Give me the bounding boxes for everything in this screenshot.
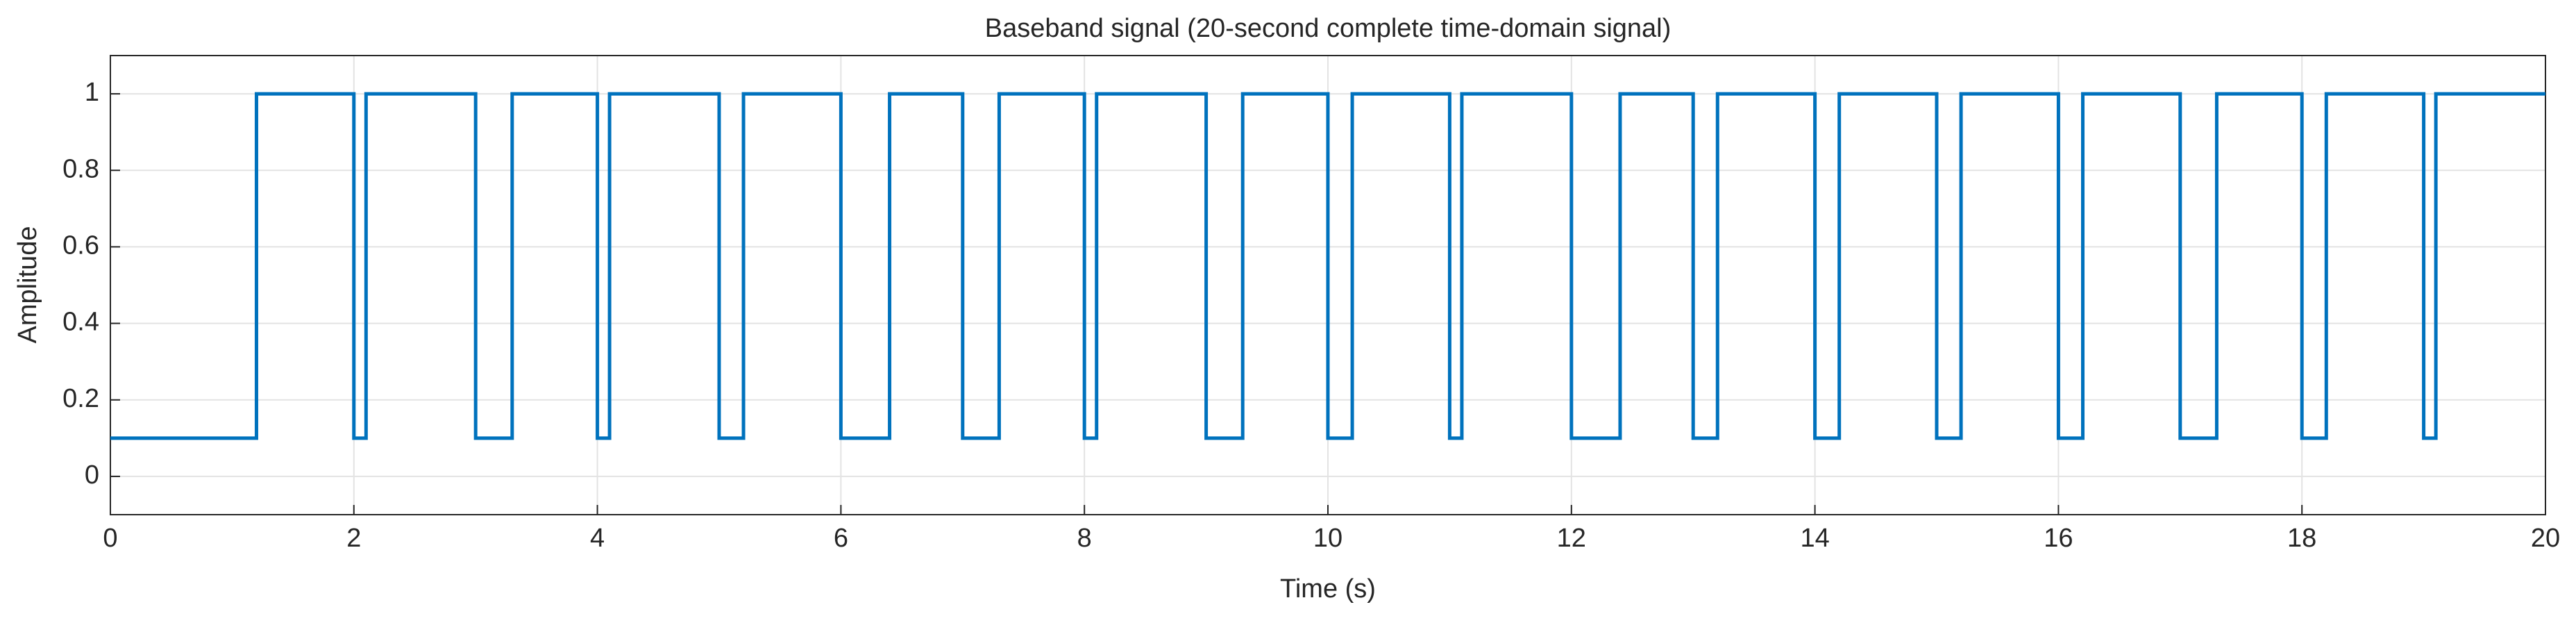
x-axis-label: Time (s) [1280,574,1376,604]
x-tick-label: 8 [1077,524,1092,553]
x-tick-label: 6 [834,524,848,553]
y-tick-label: 0.6 [62,231,99,260]
x-tick-label: 14 [1800,524,1829,553]
x-tick-label: 2 [346,524,361,553]
x-tick-label: 16 [2044,524,2073,553]
chart-title: Baseband signal (20-second complete time… [985,14,1672,43]
x-tick-label: 20 [2531,524,2560,553]
y-tick-label: 0.8 [62,154,99,183]
x-tick-label: 4 [590,524,605,553]
y-tick-label: 0 [85,460,99,490]
y-tick-label: 1 [85,78,99,107]
x-tick-label: 10 [1313,524,1342,553]
y-tick-label: 0.2 [62,384,99,413]
axes-box [110,55,2546,515]
signal-line [110,92,2545,440]
y-axis-label: Amplitude [13,226,42,344]
y-tick-label: 0.4 [62,308,99,337]
x-tick-label: 18 [2287,524,2316,553]
x-tick-label: 0 [103,524,117,553]
x-tick-label: 12 [1557,524,1586,553]
